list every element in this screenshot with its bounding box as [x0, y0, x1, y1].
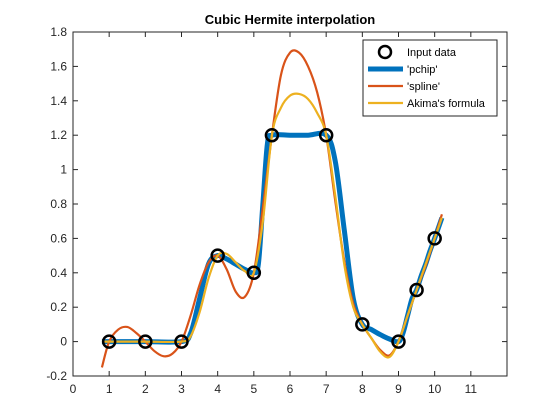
input-data-point: [264, 127, 280, 143]
y-tick-label: -0.2: [46, 369, 67, 383]
x-tick-label: 9: [395, 382, 402, 396]
legend-label-0: Input data: [407, 47, 457, 59]
legend-label-1: 'pchip': [407, 64, 438, 76]
input-data-point: [246, 265, 262, 281]
input-data-point: [174, 334, 189, 349]
x-tick-label: 4: [214, 382, 221, 396]
x-axis: 0 1 2 3 4 5 6 7 8 9 10 11: [70, 32, 478, 396]
legend-label-3: Akima's formula: [407, 98, 486, 110]
y-tick-label: 0.6: [50, 231, 67, 245]
x-tick-label: 3: [178, 382, 185, 396]
x-tick-label: 10: [428, 382, 442, 396]
y-tick-label: 0: [60, 335, 67, 349]
x-tick-label: 2: [142, 382, 149, 396]
legend-label-2: 'spline': [407, 81, 440, 93]
input-data-point: [138, 334, 153, 349]
y-tick-label: 1.2: [50, 128, 67, 142]
input-data-point: [355, 317, 370, 332]
y-axis: -0.2 0 0.2 0.4 0.6 0.8 1 1.2 1.4 1.6 1.8: [46, 25, 507, 383]
y-tick-label: 1.8: [50, 25, 67, 39]
input-data-point: [391, 334, 406, 349]
x-tick-label: 8: [359, 382, 366, 396]
chart-title: Cubic Hermite interpolation: [205, 12, 376, 27]
input-data-markers: [101, 127, 442, 349]
y-tick-label: 0.8: [50, 197, 67, 211]
series-line-2: [101, 92, 443, 359]
x-tick-label: 11: [465, 382, 478, 396]
x-tick-label: 1: [106, 382, 113, 396]
x-tick-label: 0: [70, 382, 77, 396]
y-tick-label: 1.4: [50, 94, 67, 108]
input-data-point: [318, 127, 334, 143]
y-tick-label: 1: [60, 163, 67, 177]
input-data-point: [427, 231, 442, 246]
x-tick-label: 5: [250, 382, 257, 396]
y-tick-label: 1.6: [50, 59, 67, 73]
x-tick-label: 7: [323, 382, 330, 396]
legend: Input data 'pchip' 'spline' Akima's formula: [362, 39, 498, 117]
legend-swatch-input-data: [377, 44, 393, 60]
input-data-point: [101, 334, 117, 349]
input-data-point: [409, 282, 424, 298]
y-tick-label: 0.2: [50, 300, 67, 314]
y-tick-label: 0.4: [50, 266, 67, 280]
input-data-point: [210, 248, 225, 263]
x-tick-label: 6: [287, 382, 294, 396]
